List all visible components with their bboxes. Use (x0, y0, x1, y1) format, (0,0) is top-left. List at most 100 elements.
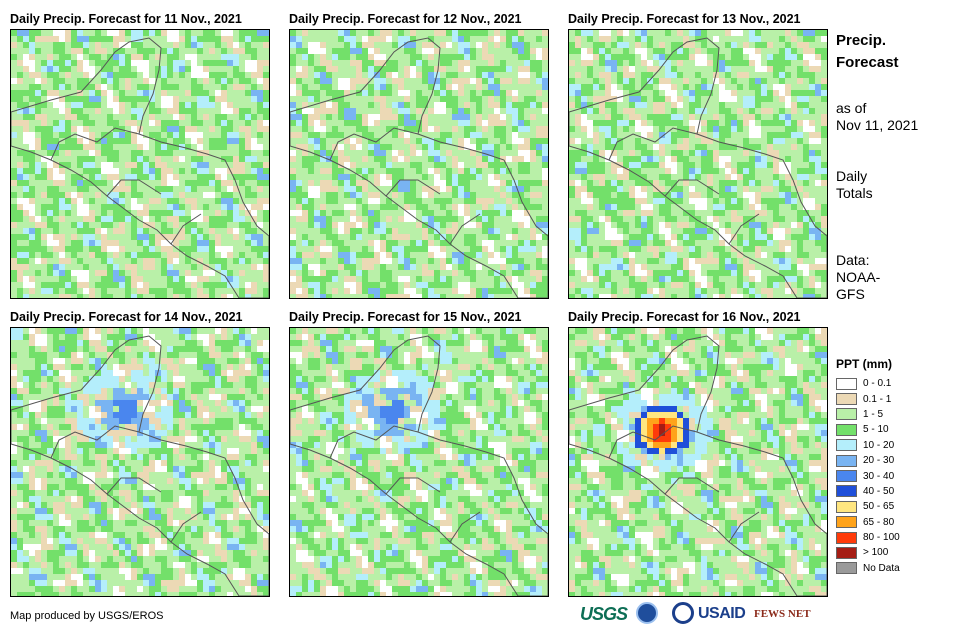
precip-cell (641, 138, 647, 144)
precip-cell (737, 126, 743, 132)
precip-cell (149, 126, 155, 132)
precip-cell (326, 228, 332, 234)
precip-cell (101, 138, 107, 144)
precip-cell (131, 150, 137, 156)
precip-cell (374, 168, 380, 174)
precip-cell (647, 174, 653, 180)
precip-cell (536, 126, 542, 132)
precip-cell (356, 204, 362, 210)
precip-cell (296, 78, 302, 84)
precip-cell (398, 60, 404, 66)
precip-cell (755, 90, 761, 96)
precip-cell (185, 78, 191, 84)
precip-cell (653, 132, 659, 138)
precip-cell (119, 174, 125, 180)
precip-cell (605, 84, 611, 90)
precip-cell (290, 216, 296, 222)
precip-cell (23, 174, 29, 180)
precip-cell (512, 150, 518, 156)
precip-cell (506, 240, 512, 246)
precip-cell (767, 168, 773, 174)
precip-cell (65, 66, 71, 72)
precip-cell (767, 36, 773, 42)
precip-cell (245, 186, 251, 192)
precip-cell (197, 72, 203, 78)
precip-cell (239, 288, 245, 294)
precip-cell (428, 294, 434, 298)
precip-cell (332, 132, 338, 138)
precip-cell (107, 132, 113, 138)
precip-cell (119, 72, 125, 78)
precip-cell (362, 126, 368, 132)
precip-cell (446, 258, 452, 264)
precip-cell (131, 210, 137, 216)
precip-cell (368, 72, 374, 78)
precip-cell (506, 150, 512, 156)
precip-cell (452, 174, 458, 180)
precip-cell (29, 90, 35, 96)
precip-cell (302, 114, 308, 120)
precip-cell (215, 156, 221, 162)
precip-cell (320, 282, 326, 288)
precip-cell (338, 114, 344, 120)
precip-cell (233, 294, 239, 298)
precip-cell (59, 156, 65, 162)
precip-cell (737, 30, 743, 36)
precip-cell (149, 108, 155, 114)
precip-cell (446, 114, 452, 120)
precip-cell (659, 138, 665, 144)
precip-cell (71, 282, 77, 288)
precip-cell (320, 60, 326, 66)
precip-cell (392, 162, 398, 168)
precip-cell (701, 132, 707, 138)
precip-cell (308, 30, 314, 36)
precip-cell (263, 252, 269, 258)
precip-cell (137, 228, 143, 234)
precip-cell (611, 84, 617, 90)
precip-cell (512, 228, 518, 234)
precip-cell (803, 36, 809, 42)
precip-cell (815, 168, 821, 174)
precip-cell (428, 72, 434, 78)
precip-cell (155, 192, 161, 198)
precip-cell (440, 288, 446, 294)
precip-cell (767, 60, 773, 66)
precip-cell (569, 162, 575, 168)
precip-cell (689, 174, 695, 180)
precip-cell (119, 264, 125, 270)
precip-cell (344, 54, 350, 60)
precip-cell (11, 42, 17, 48)
precip-cell (500, 198, 506, 204)
precip-cell (767, 108, 773, 114)
precip-cell (488, 60, 494, 66)
precip-cell (743, 180, 749, 186)
precip-cell (809, 72, 815, 78)
precip-cell (125, 168, 131, 174)
precip-cell (374, 96, 380, 102)
precip-cell (524, 144, 530, 150)
precip-cell (119, 234, 125, 240)
precip-cell (536, 294, 542, 298)
precip-cell (131, 60, 137, 66)
precip-cell (374, 204, 380, 210)
precip-cell (536, 210, 542, 216)
precip-cell (215, 120, 221, 126)
precip-cell (659, 72, 665, 78)
precip-cell (470, 90, 476, 96)
precip-cell (683, 144, 689, 150)
precip-cell (251, 102, 257, 108)
precip-cell (29, 252, 35, 258)
precip-cell (263, 192, 269, 198)
precip-cell (209, 42, 215, 48)
precip-cell (308, 120, 314, 126)
precip-cell (296, 114, 302, 120)
precip-cell (779, 144, 785, 150)
precip-cell (350, 288, 356, 294)
precip-cell (320, 258, 326, 264)
precip-cell (446, 36, 452, 42)
precip-cell (314, 60, 320, 66)
precip-cell (725, 114, 731, 120)
precip-cell (482, 192, 488, 198)
precip-cell (410, 108, 416, 114)
precip-cell (677, 96, 683, 102)
